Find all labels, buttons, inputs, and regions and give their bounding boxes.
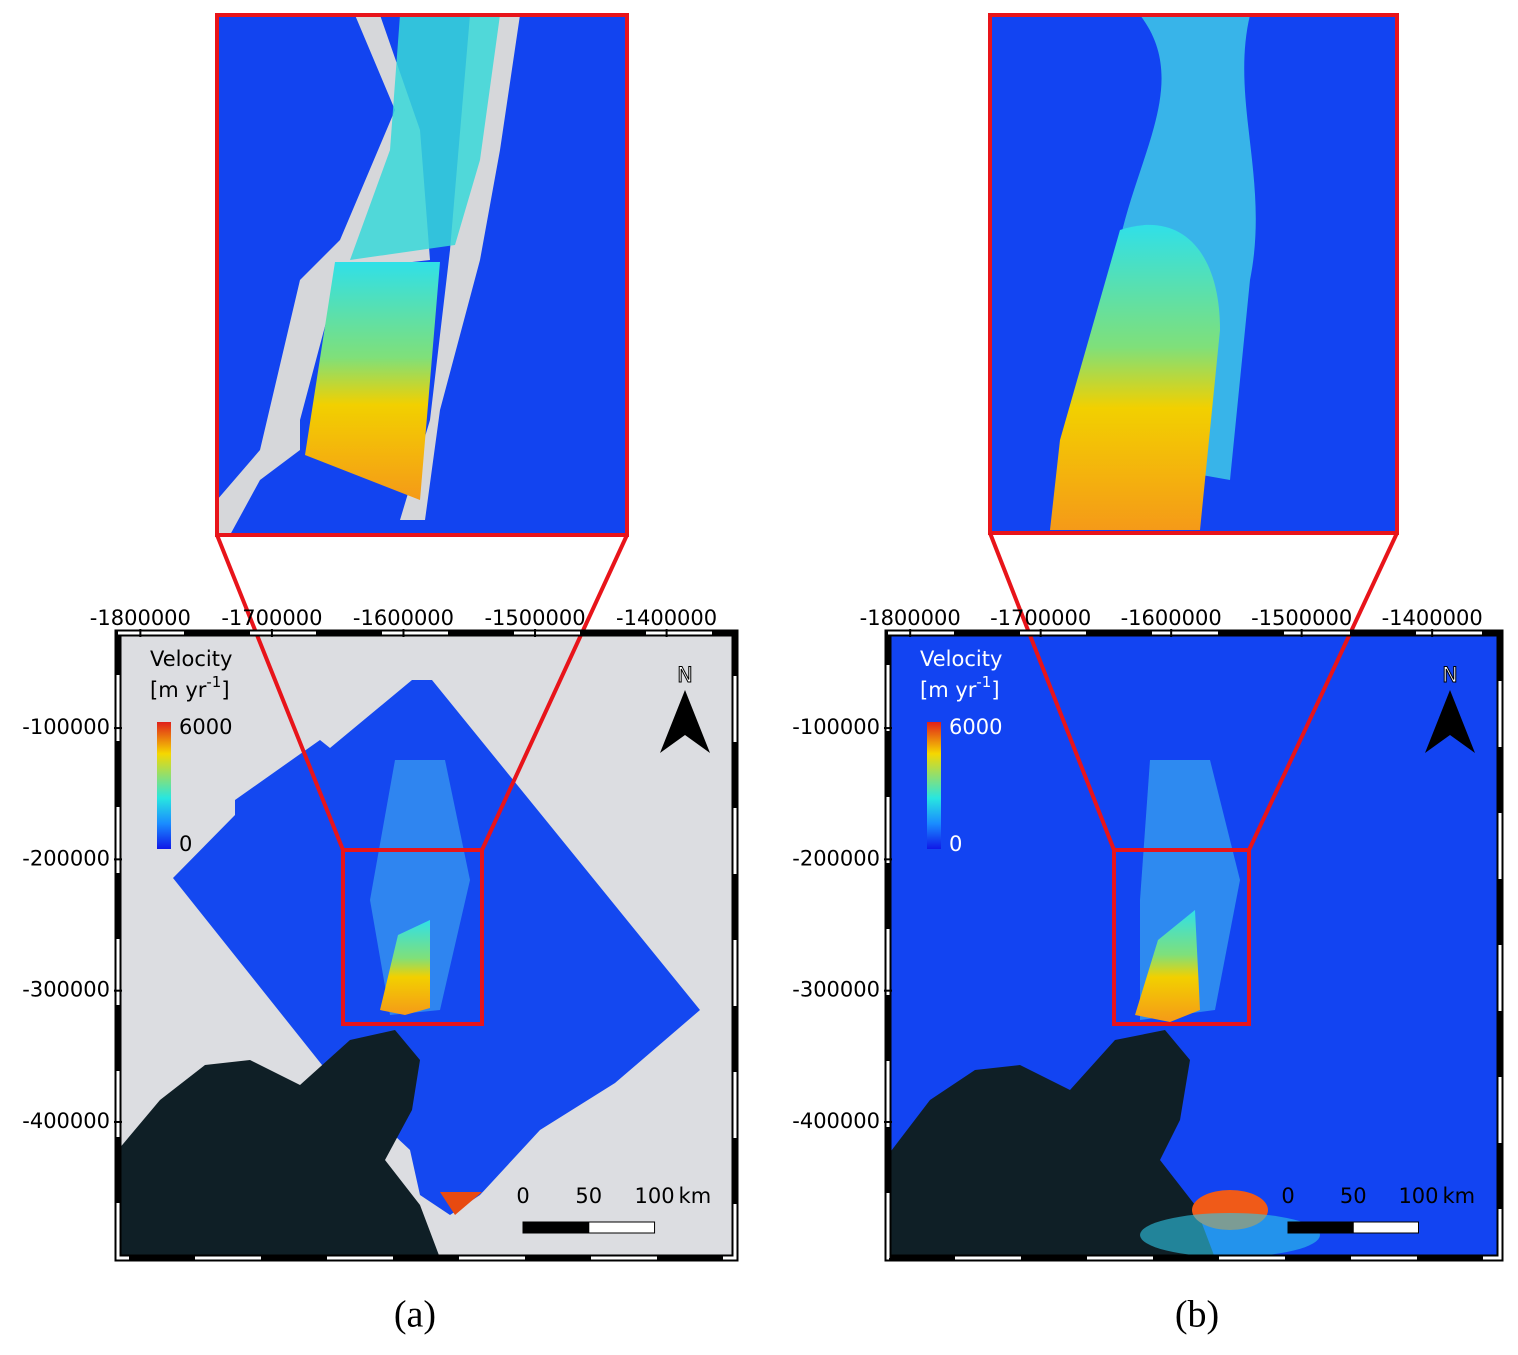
scale-label: 0 [516, 1184, 529, 1208]
coast [118, 1030, 440, 1258]
x-tick-label: -1500000 [1251, 606, 1352, 630]
ice-band [400, 15, 520, 520]
legend-unit-base: [m yr [920, 678, 977, 702]
scale-unit: km [679, 1184, 712, 1208]
inset-a [215, 13, 629, 1026]
x-tick-label: -1600000 [1121, 606, 1222, 630]
x-tick-label: -1700000 [990, 606, 1091, 630]
legend-unit: [m yr-1] [920, 673, 1000, 703]
x-tick-label: -1500000 [484, 606, 585, 630]
x-tick-label: -1400000 [1382, 606, 1483, 630]
legend-unit-base: [m yr [150, 678, 207, 702]
inset-frame [988, 13, 1399, 535]
glacier [380, 920, 430, 1015]
glacier [1135, 910, 1200, 1022]
glacier [1050, 224, 1220, 530]
map-frame-inner [886, 631, 1502, 1260]
colorbar-min-label: 0 [179, 832, 192, 856]
y-tick-label: -200000 [792, 846, 880, 870]
colorbar-min-label: 0 [949, 832, 962, 856]
inset-frame [215, 13, 629, 537]
north-label: N [677, 663, 693, 687]
scale-label: 100 [1398, 1184, 1438, 1208]
scale-segment [522, 1221, 590, 1234]
y-tick-label: -100000 [792, 715, 880, 739]
scale-label: 50 [1340, 1184, 1367, 1208]
legend-title: Velocity [150, 647, 232, 671]
y-tick-label: -400000 [22, 1109, 110, 1133]
y-tick-label: -400000 [792, 1109, 880, 1133]
zoom-box [341, 848, 484, 1026]
y-tick-label: -100000 [22, 715, 110, 739]
x-tick-label: -1400000 [616, 606, 717, 630]
panel-label: (a) [394, 1294, 436, 1336]
x-tick-label: -1700000 [221, 606, 322, 630]
legend-title: Velocity [920, 647, 1002, 671]
scale-segment [1352, 1221, 1419, 1234]
legend-unit-close: ] [221, 678, 229, 702]
y-tick-label: -300000 [22, 978, 110, 1002]
scale-segment [1287, 1221, 1354, 1234]
zoom-line [215, 534, 345, 851]
legend-unit: [m yr-1] [150, 673, 230, 703]
legend-unit-exponent: -1 [976, 673, 991, 691]
zoom-line [480, 534, 629, 851]
x-tick-label: -1800000 [860, 606, 961, 630]
panel-label: (b) [1175, 1294, 1219, 1336]
colorbar-max-label: 6000 [949, 715, 1002, 739]
fast-flow [440, 1192, 482, 1215]
flow-band [350, 15, 500, 260]
flow-halo [1140, 1213, 1320, 1257]
coast [888, 1030, 1215, 1258]
scale-segment [588, 1221, 656, 1234]
map-a [118, 633, 735, 1258]
zoom-line [988, 532, 1116, 851]
x-tick-label: -1600000 [353, 606, 454, 630]
colorbar-max-label: 6000 [179, 715, 232, 739]
scale-label: 0 [1281, 1184, 1294, 1208]
zoom-box [1112, 848, 1251, 1026]
inset-b [988, 13, 1399, 1026]
y-tick-label: -200000 [22, 846, 110, 870]
zoom-line [1247, 532, 1399, 851]
north-arrow [1425, 690, 1475, 753]
north-arrow [660, 690, 710, 753]
scale-unit: km [1442, 1184, 1475, 1208]
glacier [305, 262, 440, 500]
colorbar [157, 722, 171, 849]
scale-label: 100 [635, 1184, 675, 1208]
y-tick-label: -300000 [792, 978, 880, 1002]
colorbar [927, 722, 941, 849]
x-tick-label: -1800000 [90, 606, 191, 630]
legend-unit-close: ] [991, 678, 999, 702]
map-b [888, 633, 1500, 1258]
scale-label: 50 [575, 1184, 602, 1208]
legend-unit-exponent: -1 [206, 673, 221, 691]
ice-band [217, 15, 430, 535]
north-label: N [1442, 663, 1458, 687]
map-frame-inner [116, 631, 737, 1260]
